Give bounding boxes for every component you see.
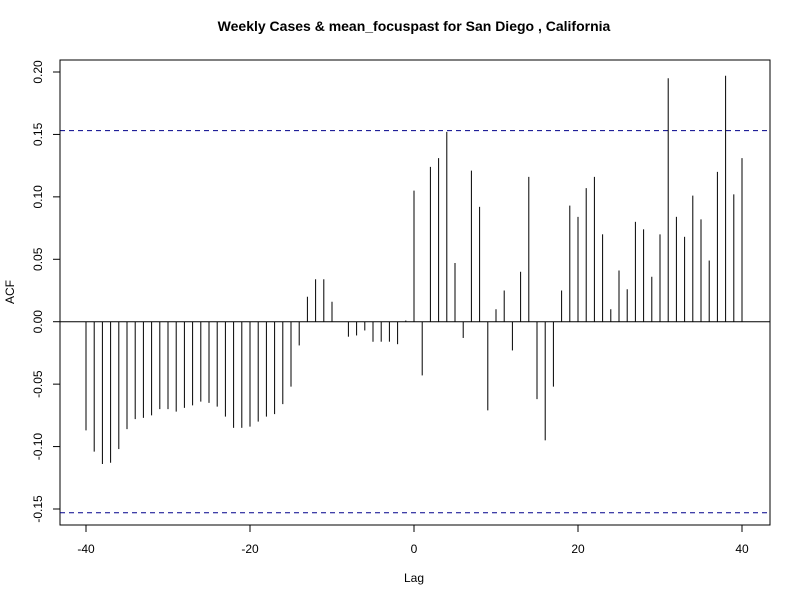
y-tick-label: 0.20 bbox=[31, 60, 45, 84]
y-tick-label: 0.00 bbox=[31, 310, 45, 334]
x-tick-label: 40 bbox=[735, 542, 749, 556]
x-axis: -40 -20 0 20 40 bbox=[77, 524, 749, 556]
acf-stems bbox=[85, 75, 743, 465]
plot-frame bbox=[59, 59, 771, 526]
y-tick-label: -0.15 bbox=[31, 495, 45, 523]
y-axis-label: ACF bbox=[3, 280, 17, 304]
chart-title: Weekly Cases & mean_focuspast for San Di… bbox=[218, 18, 611, 34]
y-tick-label: 0.10 bbox=[31, 185, 45, 209]
y-tick-label: 0.05 bbox=[31, 247, 45, 271]
x-axis-label: Lag bbox=[404, 571, 424, 585]
x-tick-label: 20 bbox=[571, 542, 585, 556]
x-tick-label: 0 bbox=[411, 542, 418, 556]
x-tick-label: -20 bbox=[241, 542, 259, 556]
y-tick-label: -0.05 bbox=[31, 370, 45, 398]
y-tick-label: -0.10 bbox=[31, 433, 45, 461]
x-tick-label: -40 bbox=[77, 542, 95, 556]
y-tick-label: 0.15 bbox=[31, 122, 45, 146]
y-axis: -0.15 -0.10 -0.05 0.00 0.05 0.10 0.15 0.20 bbox=[31, 60, 61, 523]
